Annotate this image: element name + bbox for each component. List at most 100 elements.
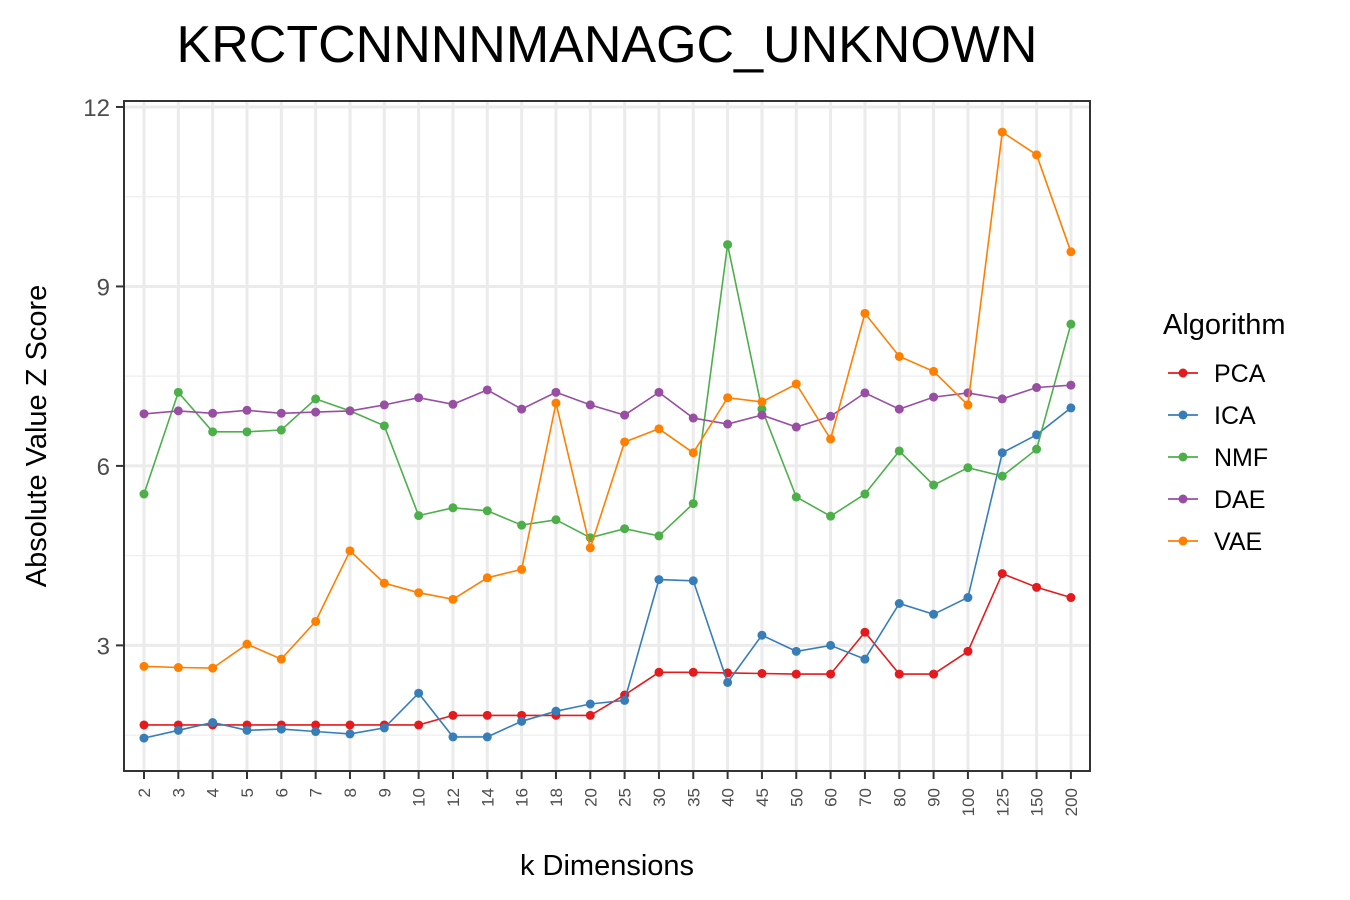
legend-swatch-point [1178,410,1188,420]
data-point-dae [414,393,424,403]
data-point-pca [345,720,355,730]
data-point-ica [242,725,252,735]
legend-item-pca: PCA [1168,360,1266,388]
x-tick-label: 5 [238,788,257,797]
data-point-nmf [173,387,183,397]
data-point-vae [379,578,389,588]
data-point-nmf [963,463,973,473]
series-vae [139,127,1076,673]
data-point-ica [791,646,801,656]
data-point-ica [139,733,149,743]
data-point-dae [894,404,904,414]
data-point-pca [688,667,698,677]
data-point-ica [929,609,939,619]
data-point-pca [929,669,939,679]
x-tick-label: 80 [890,788,909,807]
legend-swatch-point [1178,452,1188,462]
data-point-nmf [139,489,149,499]
x-tick-label: 40 [719,788,738,807]
data-point-pca [757,668,767,678]
data-point-dae [723,419,733,429]
x-tick-label: 2 [135,788,154,797]
data-point-ica [1066,403,1076,413]
data-point-vae [654,424,664,434]
data-point-nmf [1032,444,1042,454]
x-tick-label: 25 [616,788,635,807]
data-point-pca [414,720,424,730]
series-dae [139,380,1076,432]
data-point-vae [757,397,767,407]
data-point-vae [551,398,561,408]
plot-border [123,100,1091,772]
data-point-dae [620,410,630,420]
data-point-dae [757,410,767,420]
series-line-pca [144,572,1072,726]
data-point-nmf [654,531,664,541]
data-point-ica [757,630,767,640]
data-point-ica [963,593,973,603]
x-tick-label: 60 [822,788,841,807]
data-point-ica [414,688,424,698]
legend-label: PCA [1214,360,1266,388]
x-tick-label: 20 [581,788,600,807]
x-tick-label: 70 [856,788,875,807]
data-point-pca [139,720,149,730]
data-point-pca [482,710,492,720]
series-line-nmf [143,244,1072,539]
data-point-dae [791,422,801,432]
x-tick-label: 30 [650,788,669,807]
chart-title: KRCTCNNNNMANAGC_UNKNOWN [177,16,1038,74]
series-line-ica [143,407,1072,739]
x-tick-label: 45 [753,788,772,807]
data-point-vae [791,379,801,389]
data-point-ica [517,716,527,726]
data-point-dae [208,408,218,418]
data-point-dae [482,385,492,395]
data-point-pca [1032,582,1042,592]
data-point-nmf [242,427,252,437]
data-point-vae [826,434,836,444]
data-point-vae [997,127,1007,137]
data-point-nmf [276,425,286,435]
x-axis-label: k Dimensions [520,850,694,882]
data-point-dae [929,392,939,402]
data-point-nmf [517,520,527,530]
data-point-ica [311,727,321,737]
data-point-nmf [1066,319,1076,329]
legend-title: Algorithm [1163,309,1286,341]
series-line-vae [143,130,1072,669]
data-point-vae [139,661,149,671]
data-point-vae [585,543,595,553]
data-point-ica [688,576,698,586]
y-tick-label: 3 [97,633,110,660]
legend-item-nmf: NMF [1168,444,1268,472]
data-point-vae [345,546,355,556]
data-point-dae [688,413,698,423]
data-point-dae [963,388,973,398]
data-point-nmf [379,421,389,431]
data-point-ica [860,654,870,664]
data-point-pca [585,710,595,720]
data-point-vae [860,308,870,318]
data-point-pca [654,667,664,677]
data-point-vae [894,351,904,361]
data-point-dae [311,407,321,417]
x-tick-label: 8 [341,788,360,797]
data-point-vae [620,437,630,447]
data-point-dae [173,406,183,416]
data-point-dae [379,400,389,410]
data-point-dae [860,388,870,398]
data-point-pca [1066,593,1076,603]
grid-lines [124,101,1090,771]
data-point-nmf [311,394,321,404]
data-point-ica [894,599,904,608]
legend-label: ICA [1214,402,1256,430]
legend-item-vae: VAE [1168,528,1262,556]
data-point-pca [894,669,904,679]
y-tick-label: 6 [97,454,110,481]
data-point-nmf [997,471,1007,481]
data-point-nmf [414,511,424,521]
data-point-vae [173,663,183,673]
data-point-ica [482,732,492,742]
legend-label: VAE [1214,528,1262,556]
